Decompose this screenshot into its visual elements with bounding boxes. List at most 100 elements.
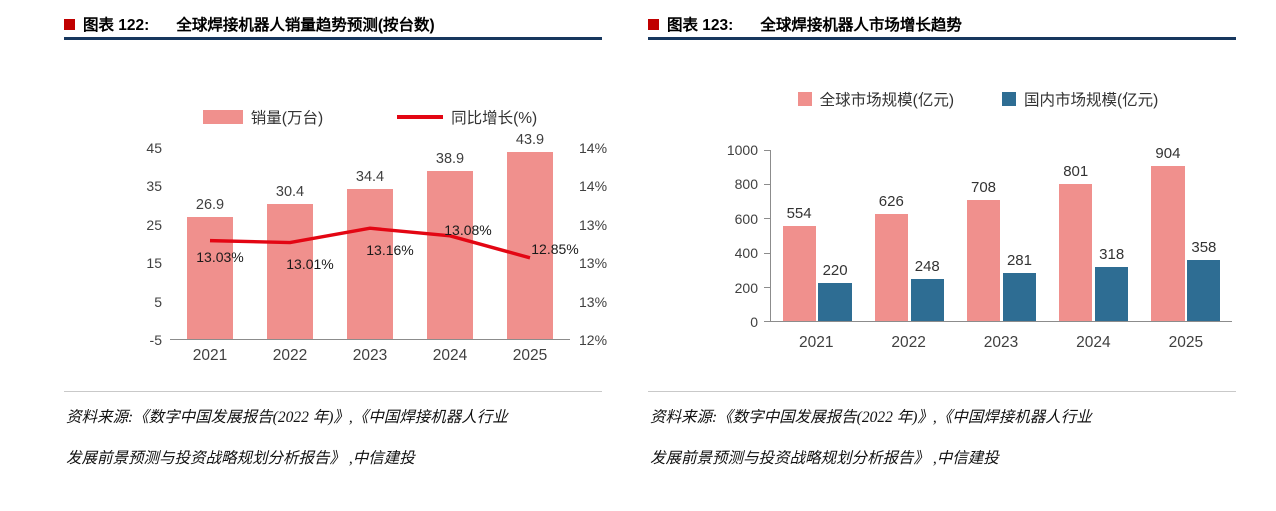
red-square-bullet-icon [648, 18, 659, 30]
right-axis-tick: 12% [579, 332, 608, 348]
x-tick-2025: 2025 [1168, 334, 1204, 351]
sales-bar-2022 [267, 203, 313, 339]
axis-tickmark [764, 184, 770, 186]
x-tick-2022: 2022 [272, 347, 308, 364]
figure-122-tag: 图表 122: [83, 17, 150, 34]
right-axis-tick: 13% [579, 255, 608, 272]
y-axis-tick-800: 800 [734, 176, 758, 193]
bar-value-label: 626 [878, 192, 904, 210]
left-axis-tick-35: 35 [146, 178, 162, 195]
sales-value-label: 26.9 [195, 197, 225, 214]
y-axis-tick-0: 0 [750, 314, 758, 330]
legend-item-domestic: 国内市场规模(亿元) [1002, 88, 1158, 110]
sales-bar-2021 [187, 217, 233, 339]
bar-value-label: 801 [1063, 163, 1089, 181]
figure-123-tag: 图表 123: [667, 17, 734, 34]
y-axis-tick-600: 600 [734, 210, 758, 227]
domestic-bar-2025 [1187, 259, 1221, 321]
figure-122-left-axis: 45 35 25 15 5 -5 [114, 140, 162, 348]
figure-122-plot-area: 26.9 30.4 34.4 38.9 43.9 13.03% 13.01% 13.16% 13… [170, 132, 579, 340]
growth-line-swatch-icon [397, 115, 444, 119]
bar-value-label: 358 [1191, 238, 1217, 256]
domestic-bar-2023 [1002, 272, 1037, 321]
bar-value-label: 708 [971, 178, 997, 196]
sales-bar-2025 [507, 152, 553, 339]
global-bar-2024 [1059, 184, 1093, 321]
domestic-legend-label: 国内市场规模(亿元) [1024, 92, 1159, 109]
figure-123-separator [648, 391, 1236, 392]
y-axis-tick-1000: 1000 [726, 142, 758, 158]
sales-bar-swatch-icon [202, 110, 243, 124]
figure-122-title: 全球焊接机器人销量趋势预测(按台数) [176, 17, 435, 34]
figure-122-x-axis: 2021 2022 2023 2024 2025 [170, 347, 570, 365]
red-square-bullet-icon [64, 18, 75, 30]
source-line: 资料来源:《数字中国发展报告(2022 年)》,《中国焊接机器人行业 [66, 409, 508, 426]
source-line: 发展前景预测与投资战略规划分析报告》 ,中信建投 [66, 450, 415, 467]
sales-value-label: 30.4 [275, 183, 305, 200]
global-legend-label: 全球市场规模(亿元) [819, 92, 954, 109]
axis-tickmark [764, 218, 770, 220]
domestic-bar-2024 [1095, 266, 1129, 321]
x-tick-2025: 2025 [512, 347, 548, 364]
y-axis-tick-200: 200 [734, 279, 758, 296]
domestic-bar-2022 [910, 278, 944, 321]
legend-item-growth: 同比增长(%) [397, 106, 537, 128]
sales-legend-label: 销量(万台) [250, 110, 324, 127]
sales-value-label: 34.4 [355, 168, 385, 185]
bar-value-label: 281 [1006, 251, 1032, 269]
right-axis-tick: 13% [579, 216, 608, 233]
sales-bar-2023 [347, 188, 393, 339]
sales-bar-2024 [427, 171, 473, 339]
x-tick-2023: 2023 [983, 334, 1019, 351]
figure-123-x-axis: 2021 2022 2023 2024 2025 [770, 334, 1232, 352]
left-axis-tick--5: -5 [149, 332, 162, 348]
axis-tickmark [764, 150, 770, 151]
left-axis-tick-25: 25 [146, 216, 162, 233]
global-bar-2023 [966, 199, 1001, 321]
bar-value-label: 248 [914, 257, 940, 275]
bar-value-label: 318 [1099, 245, 1125, 263]
legend-item-sales: 销量(万台) [202, 106, 324, 128]
domestic-bar-2021 [818, 283, 852, 321]
x-tick-2024: 2024 [432, 347, 468, 364]
sales-value-label: 38.9 [435, 151, 465, 168]
x-tick-2021: 2021 [798, 334, 834, 351]
source-line: 资料来源:《数字中国发展报告(2022 年)》,《中国焊接机器人行业 [650, 409, 1092, 426]
bar-value-label: 904 [1155, 145, 1181, 163]
global-bar-2022 [874, 213, 908, 321]
right-axis-tick: 14% [579, 140, 608, 156]
figure-122-header-rule [64, 37, 602, 40]
growth-legend-label: 同比增长(%) [451, 110, 538, 127]
figure-122-legend: 销量(万台) 同比增长(%) [170, 106, 570, 128]
source-line: 发展前景预测与投资战略规划分析报告》 ,中信建投 [650, 450, 999, 467]
axis-tickmark [764, 286, 770, 288]
global-bar-2025 [1151, 166, 1185, 321]
left-axis-tick-15: 15 [146, 255, 162, 272]
legend-item-global: 全球市场规模(亿元) [797, 88, 954, 110]
x-tick-2024: 2024 [1076, 334, 1111, 351]
global-swatch-icon [797, 92, 812, 106]
growth-value-label: 13.01% [286, 255, 334, 272]
figure-123-header-rule [648, 37, 1236, 40]
x-tick-2021: 2021 [192, 347, 228, 364]
figure-123-y-axis: 1000 800 600 400 200 0 [710, 142, 758, 330]
figure-123-plot-area: 554 626 708 801 904 220 248 281 318 358 [764, 145, 1232, 322]
bar-value-label: 554 [786, 205, 812, 223]
growth-value-label: 13.03% [196, 248, 244, 265]
figure-122-right-axis: 14% 14% 13% 13% 13% 12% [579, 140, 625, 348]
axis-tickmark [764, 252, 770, 254]
right-axis-tick: 13% [579, 293, 608, 310]
left-axis-tick-45: 45 [146, 140, 162, 156]
figure-123-title: 全球焊接机器人市场增长趋势 [760, 17, 962, 34]
left-axis-tick-5: 5 [154, 293, 162, 310]
x-tick-2022: 2022 [891, 334, 926, 351]
y-axis-tick-400: 400 [734, 245, 758, 262]
growth-line [170, 148, 570, 339]
right-axis-tick: 14% [579, 178, 608, 195]
figure-123-legend: 全球市场规模(亿元) 国内市场规模(亿元) [722, 88, 1234, 110]
axis-tickmark [764, 321, 770, 322]
growth-value-label: 12.85% [531, 240, 579, 257]
figure-123-header: 图表 123: 全球焊接机器人市场增长趋势 [648, 13, 962, 35]
sales-value-label: 43.9 [515, 132, 545, 149]
figure-122-source: 资料来源:《数字中国发展报告(2022 年)》,《中国焊接机器人行业 发展前景预… [66, 397, 601, 479]
